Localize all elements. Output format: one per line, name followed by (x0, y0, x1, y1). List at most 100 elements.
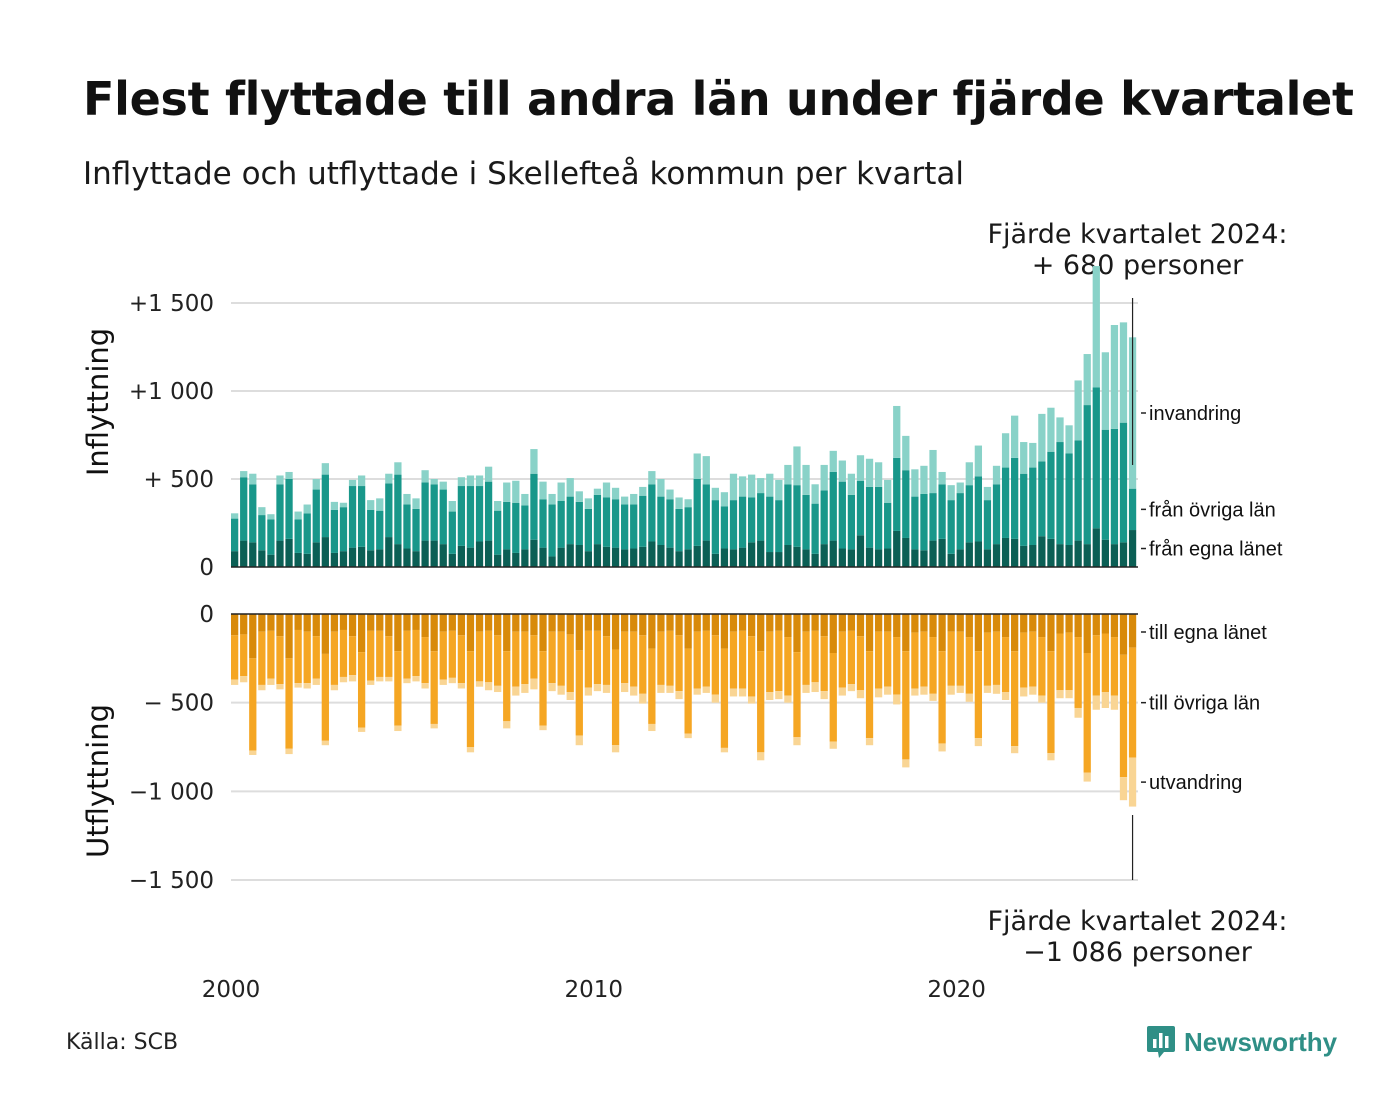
bar-outflow (566, 692, 574, 701)
bar-outflow (1083, 653, 1091, 773)
bar-inflow (938, 471, 946, 485)
bar-inflow (639, 546, 647, 567)
bar-outflow (1110, 695, 1119, 710)
bar-outflow (512, 631, 520, 687)
bar-outflow (494, 685, 502, 693)
bar-inflow (657, 479, 665, 497)
bar-outflow (357, 652, 366, 728)
bar-outflow (430, 651, 438, 724)
bar-outflow (693, 688, 701, 695)
bar-inflow (684, 549, 692, 567)
bar-outflow (1119, 654, 1128, 778)
bar-inflow (584, 551, 592, 567)
bar-inflow (793, 446, 801, 486)
bar-inflow (902, 435, 910, 471)
bar-inflow (593, 544, 602, 567)
bar-outflow (412, 614, 420, 630)
bar-inflow (639, 486, 647, 496)
bar-outflow (838, 614, 846, 632)
bar-inflow (303, 513, 311, 554)
bar-inflow (484, 540, 493, 567)
bar-inflow (403, 548, 411, 567)
bar-inflow (539, 481, 547, 500)
bar-outflow (865, 614, 874, 652)
bar-inflow (1083, 544, 1091, 567)
bar-outflow (1001, 637, 1010, 693)
bar-inflow (702, 484, 710, 541)
bar-inflow (793, 485, 801, 547)
bar-inflow (339, 502, 348, 508)
bar-inflow (775, 479, 783, 501)
bar-inflow (421, 540, 429, 567)
bar-inflow (448, 553, 456, 567)
bar-inflow (838, 481, 846, 549)
bar-inflow (1047, 538, 1055, 567)
bar-inflow (285, 471, 293, 479)
bar-outflow (339, 614, 348, 630)
bar-outflow (421, 614, 429, 638)
bar-outflow (240, 676, 248, 683)
bar-outflow (929, 637, 937, 694)
legend-label-inflow: från övriga län (1149, 499, 1276, 521)
bar-inflow (1083, 405, 1091, 545)
bar-outflow (884, 631, 892, 687)
legend-label-inflow: från egna länet (1149, 539, 1283, 561)
bar-outflow (893, 694, 901, 705)
y-axis-title-bottom: Utflyttning (81, 704, 115, 858)
bar-outflow (394, 614, 402, 652)
bar-inflow (1038, 461, 1046, 537)
bar-inflow (911, 496, 919, 550)
bar-outflow (992, 631, 1001, 685)
bar-outflow (639, 693, 647, 704)
bar-outflow (911, 688, 919, 696)
bar-inflow (947, 485, 955, 501)
legend-label-outflow: till egna länet (1149, 622, 1267, 644)
bar-inflow (630, 504, 638, 549)
bar-outflow (965, 637, 973, 694)
bar-outflow (385, 636, 393, 677)
bar-outflow (1056, 690, 1064, 699)
bar-outflow (412, 676, 420, 682)
bar-outflow (974, 738, 983, 747)
bar-inflow (856, 455, 865, 481)
bar-inflow (530, 473, 538, 540)
bar-outflow (1083, 772, 1091, 782)
bar-outflow (240, 614, 248, 635)
bar-inflow (675, 508, 683, 552)
bar-outflow (693, 614, 701, 632)
bar-outflow (766, 631, 774, 693)
bar-inflow (475, 541, 484, 567)
bar-outflow (466, 651, 475, 747)
bar-outflow (956, 685, 964, 693)
bar-inflow (503, 482, 511, 502)
bar-inflow (575, 545, 583, 567)
bar-inflow (494, 501, 502, 511)
bar-inflow (575, 501, 583, 545)
bar-inflow (738, 547, 747, 567)
y-tick-label-bottom: 0 (199, 602, 214, 628)
bar-outflow (811, 630, 819, 683)
bar-inflow (557, 482, 565, 501)
bar-inflow (920, 465, 928, 494)
bar-outflow (965, 614, 973, 638)
bar-inflow (294, 552, 302, 567)
bar-outflow (357, 727, 366, 732)
bar-inflow (911, 549, 919, 567)
bar-outflow (1074, 707, 1082, 718)
bar-inflow (348, 479, 357, 487)
bar-inflow (602, 497, 611, 547)
bar-inflow (530, 539, 538, 567)
bar-inflow (992, 544, 1001, 567)
bar-inflow (494, 554, 502, 567)
annotation-latest-inflow: Fjärde kvartalet 2024: + 680 personer (960, 219, 1315, 281)
x-tick-label: 2010 (565, 977, 624, 1003)
bar-outflow (1074, 637, 1082, 708)
bar-inflow (865, 547, 874, 567)
bar-outflow (893, 637, 901, 695)
bar-outflow (430, 614, 438, 652)
bar-inflow (448, 501, 456, 512)
bar-outflow (1020, 632, 1028, 688)
bar-inflow (747, 474, 756, 498)
bar-inflow (593, 488, 602, 495)
bar-inflow (820, 464, 828, 491)
